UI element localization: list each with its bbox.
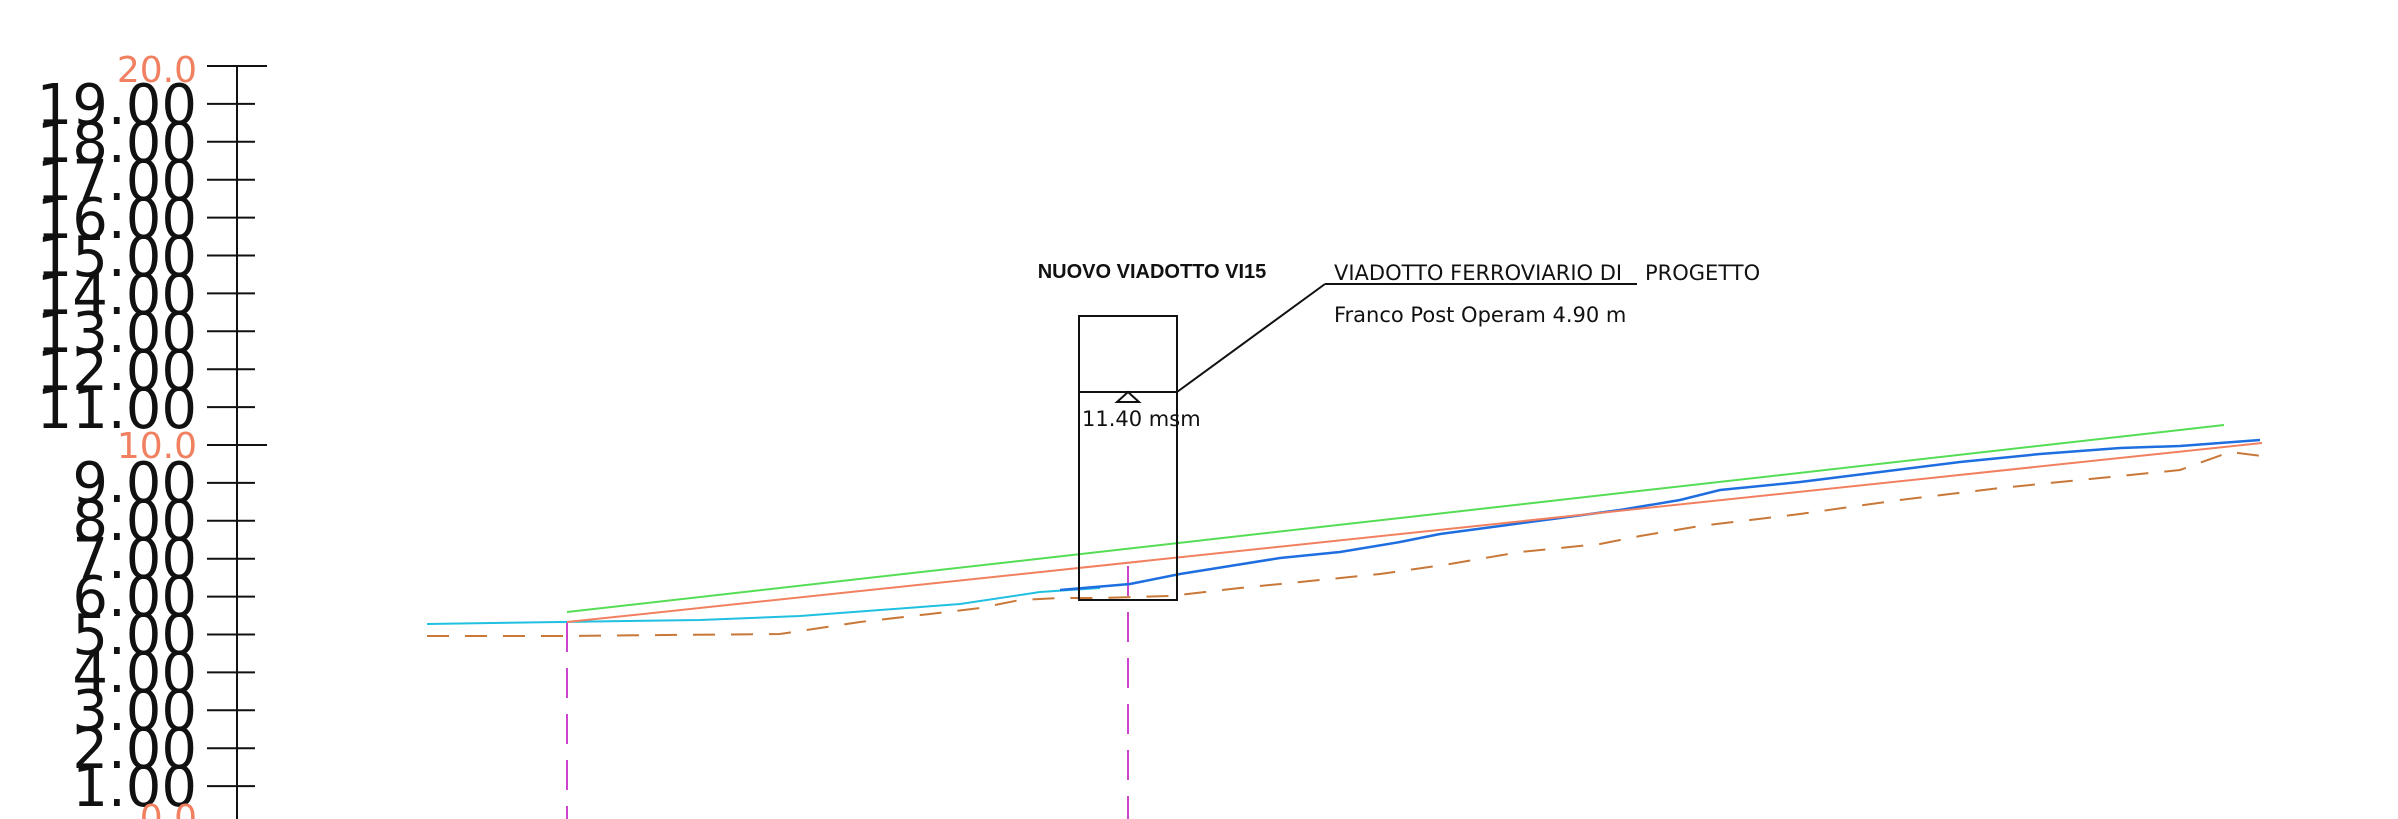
viaduct-box: [1078, 315, 1178, 601]
level-triangle-icon: [1114, 390, 1142, 403]
axis-label-19: 19.00: [37, 73, 197, 138]
callout-line1-underlined: VIADOTTO FERROVIARIO DI: [1334, 261, 1622, 285]
axis-label-6: 6.00: [72, 565, 197, 630]
axis-label-1: 1.00: [72, 755, 197, 819]
design-grade-line-orange: [566, 442, 2263, 623]
axis-label-9: 9.00: [72, 451, 197, 516]
axis-label-10: 10.0: [117, 426, 197, 467]
axis-label-15: 15.00: [37, 225, 197, 290]
axis-label-17: 17.00: [37, 149, 197, 214]
axis-label-12: 12.00: [37, 339, 197, 404]
existing-ground-dashed-line: [427, 450, 2263, 637]
axis-label-4: 4.00: [72, 641, 197, 706]
axis-label-14: 14.00: [37, 263, 197, 328]
callout-line2: Franco Post Operam 4.90 m: [1334, 303, 1626, 327]
axis-label-3: 3.00: [72, 679, 197, 744]
axis-ticks: [207, 65, 267, 788]
axis-label-8: 8.00: [72, 489, 197, 554]
axis-label-7: 7.00: [72, 527, 197, 592]
structure-title: NUOVO VIADOTTO VI15: [1038, 261, 1267, 283]
axis-label-2: 2.00: [72, 717, 197, 782]
axis-label-5: 5.00: [72, 603, 197, 668]
level-label: 11.40 msm: [1082, 407, 1201, 431]
axis-label-16: 16.00: [37, 187, 197, 252]
axis-label-11: 11.00: [37, 377, 197, 442]
axis-label-20: 20.0: [117, 50, 197, 91]
ground-profile-cyan: [426, 587, 1101, 625]
viaduct-structure: [1078, 283, 1637, 601]
rail-level-line-green: [566, 424, 2225, 613]
axis-label-13: 13.00: [37, 301, 197, 366]
callout-line1-rest: PROGETTO: [1645, 261, 1760, 285]
axis-label-18: 18.00: [37, 111, 197, 176]
callout-leader-line: [1176, 283, 1326, 393]
elevation-axis: [207, 65, 267, 819]
axis-label-0: 0.0: [140, 798, 197, 819]
